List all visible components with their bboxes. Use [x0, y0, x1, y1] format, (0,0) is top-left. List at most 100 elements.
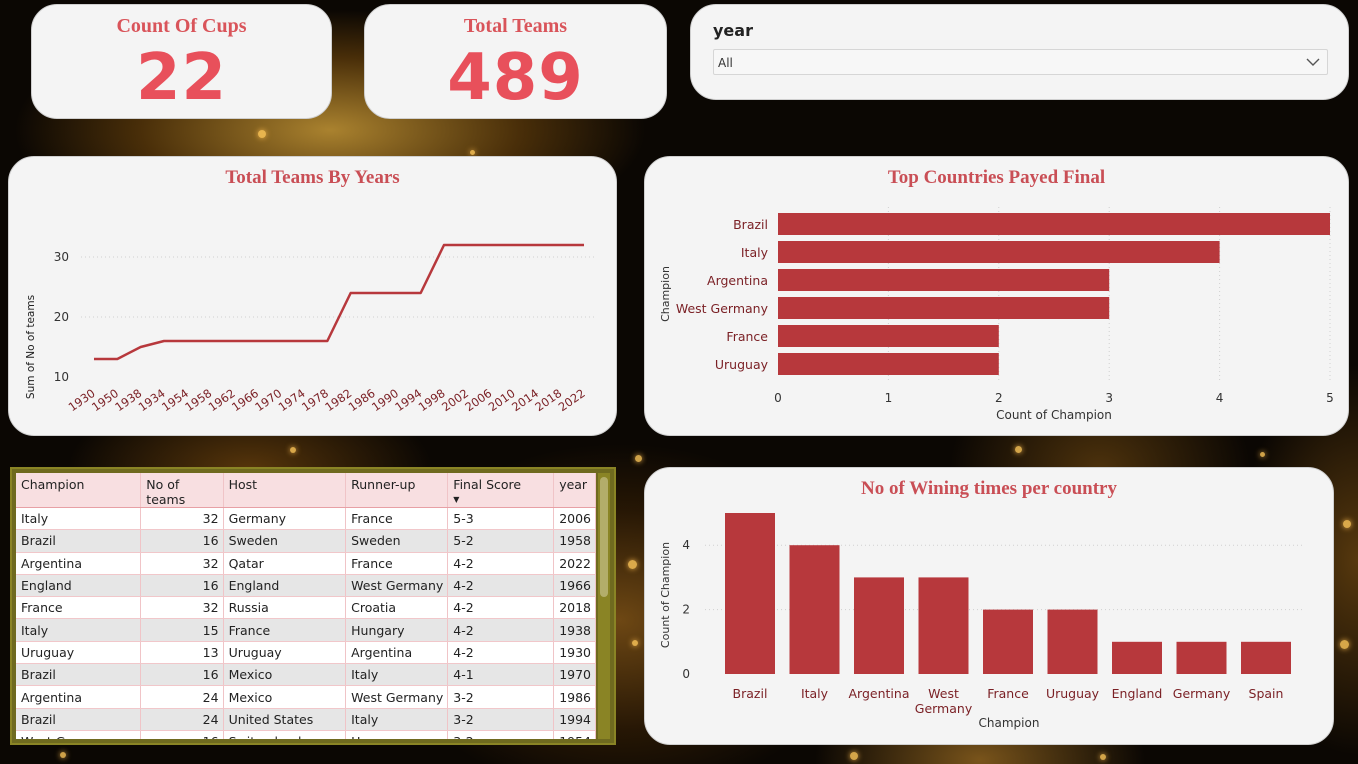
year-slicer: year All [690, 4, 1349, 100]
table-row[interactable]: Brazil 24 United States Italy 3-2 1994 [16, 708, 596, 730]
bar [1112, 642, 1162, 674]
cell-runner-up: Italy [346, 664, 448, 686]
bar [1177, 642, 1227, 674]
bar [854, 577, 904, 674]
cell-champion: France [16, 597, 141, 619]
cell-host: Mexico [223, 686, 346, 708]
category-label-line: Germany [915, 701, 973, 716]
cell-year: 1954 [554, 730, 596, 739]
col-header-runner-up[interactable]: Runner-up [346, 473, 448, 508]
x-tick-label: 5 [1326, 391, 1334, 405]
bar [790, 545, 840, 674]
cell-champion: Brazil [16, 708, 141, 730]
y-axis-label: Sum of No of teams [25, 295, 37, 399]
cell-champion: West Germany [16, 730, 141, 739]
cell-host: Switzerland [223, 730, 346, 739]
category-label: West Germany [676, 301, 769, 316]
cell-runner-up: Sweden [346, 530, 448, 552]
cell-year: 1994 [554, 708, 596, 730]
category-label: Uruguay [715, 357, 769, 372]
cell-final-score: 5-3 [448, 508, 554, 530]
line-chart-card[interactable]: Total Teams By Years 10 20 30 Sum of No of … [8, 156, 617, 436]
bar [1241, 642, 1291, 674]
hbar-chart-card[interactable]: Top Countries Payed Final 0 1 2 3 4 5 Brazil It… [644, 156, 1349, 436]
table-row[interactable]: Italy 15 France Hungary 4-2 1938 [16, 619, 596, 641]
y-tick-label: 30 [54, 250, 69, 264]
col-header-host[interactable]: Host [223, 473, 346, 508]
cell-runner-up: West Germany [346, 574, 448, 596]
category-label: France [987, 686, 1029, 701]
cell-host: Russia [223, 597, 346, 619]
cell-runner-up: Hungary [346, 619, 448, 641]
cell-runner-up: France [346, 552, 448, 574]
kpi-teams-value: 489 [365, 41, 666, 115]
bar [919, 577, 969, 674]
cell-teams: 16 [141, 730, 223, 739]
table-row[interactable]: Italy 32 Germany France 5-3 2006 [16, 508, 596, 530]
kpi-card-cups[interactable]: Count Of Cups 22 [31, 4, 332, 119]
table-row[interactable]: Brazil 16 Mexico Italy 4-1 1970 [16, 664, 596, 686]
bar [778, 241, 1220, 263]
y-axis-label: Count of Champion [659, 542, 672, 648]
col-header-teams[interactable]: No of teams [141, 473, 223, 508]
kpi-cups-value: 22 [32, 41, 331, 115]
cell-teams: 24 [141, 686, 223, 708]
category-label: Brazil [733, 217, 768, 232]
kpi-card-teams[interactable]: Total Teams 489 [364, 4, 667, 119]
cell-host: Mexico [223, 664, 346, 686]
y-tick-label: 20 [54, 310, 69, 324]
scrollbar-thumb[interactable] [600, 477, 608, 597]
table-row[interactable]: West Germany16SwitzerlandHungary3-21954 [16, 730, 596, 739]
cell-final-score: 3-2 [448, 686, 554, 708]
y-tick-label: 10 [54, 370, 69, 384]
cell-teams: 15 [141, 619, 223, 641]
cell-champion: Argentina [16, 552, 141, 574]
col-header-champion[interactable]: Champion [16, 473, 141, 508]
table-row[interactable]: Argentina 24 Mexico West Germany 3-2 1986 [16, 686, 596, 708]
table-row[interactable]: France 32 Russia Croatia 4-2 2018 [16, 597, 596, 619]
cell-host: Uruguay [223, 641, 346, 663]
table-scrollbar[interactable] [598, 473, 610, 739]
table-row[interactable]: Brazil 16 Sweden Sweden 5-2 1958 [16, 530, 596, 552]
chevron-down-icon[interactable] [1305, 54, 1321, 74]
vbar-chart-card[interactable]: No of Wining times per country 0 2 4 Brazil… [644, 467, 1334, 745]
cell-runner-up: Croatia [346, 597, 448, 619]
bar [778, 325, 999, 347]
x-tick-label: 4 [1216, 391, 1224, 405]
cell-teams: 16 [141, 574, 223, 596]
category-label-line: West [928, 686, 959, 701]
table-row[interactable]: England 16 England West Germany 4-2 1966 [16, 574, 596, 596]
cell-final-score: 4-1 [448, 664, 554, 686]
cell-runner-up: Italy [346, 708, 448, 730]
cell-host: England [223, 574, 346, 596]
cell-host: France [223, 619, 346, 641]
x-tick-label: 2022 [556, 386, 588, 414]
cell-year: 2018 [554, 597, 596, 619]
hbar-chart: 0 1 2 3 4 5BrazilItalyArgentinaWest GermanyFr… [645, 157, 1350, 437]
category-label: France [726, 329, 768, 344]
cell-teams: 24 [141, 708, 223, 730]
bar [778, 297, 1109, 319]
category-label: Germany [1173, 686, 1231, 701]
cell-champion: Brazil [16, 530, 141, 552]
cell-teams: 16 [141, 530, 223, 552]
col-header-final-score[interactable]: Final Score ▼ [448, 473, 554, 508]
y-tick-label: 0 [682, 667, 690, 681]
col-header-year[interactable]: year [554, 473, 596, 508]
year-dropdown[interactable]: All [713, 49, 1328, 75]
cell-runner-up: Argentina [346, 641, 448, 663]
cell-runner-up: West Germany [346, 686, 448, 708]
y-axis-label: Champion [659, 266, 672, 322]
table-row[interactable]: Argentina 32 Qatar France 4-2 2022 [16, 552, 596, 574]
bar [725, 513, 775, 674]
x-tick-label: 0 [774, 391, 782, 405]
category-label: Brazil [733, 686, 768, 701]
cell-final-score: 3-2 [448, 730, 554, 739]
bar [778, 353, 999, 375]
cell-champion: Argentina [16, 686, 141, 708]
champions-table[interactable]: Champion No of teams Host Runner-up Fina… [10, 467, 616, 745]
category-label: West Germany [915, 686, 973, 716]
cell-year: 2006 [554, 508, 596, 530]
table-row[interactable]: Uruguay 13 Uruguay Argentina 4-2 1930 [16, 641, 596, 663]
